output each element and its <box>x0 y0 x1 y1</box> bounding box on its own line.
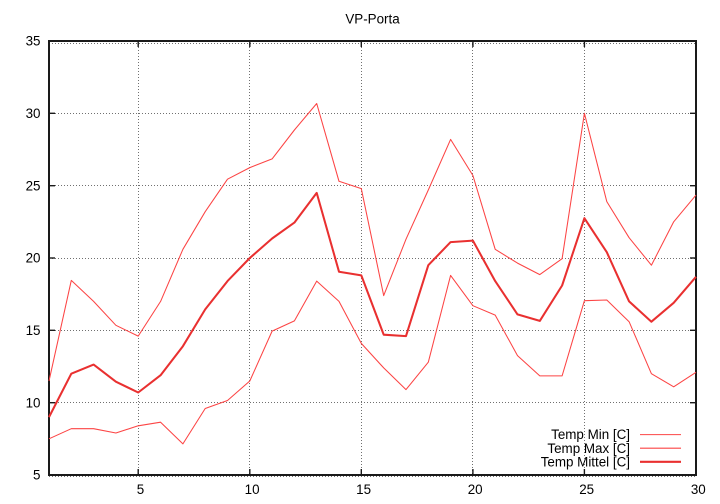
svg-text:20: 20 <box>26 251 41 266</box>
svg-text:15: 15 <box>26 323 41 338</box>
svg-text:20: 20 <box>468 482 483 497</box>
svg-text:Temp Min [C]: Temp Min [C] <box>551 427 630 442</box>
svg-text:15: 15 <box>356 482 371 497</box>
svg-text:10: 10 <box>245 482 260 497</box>
svg-text:35: 35 <box>26 34 41 49</box>
svg-text:Temp Mittel [C]: Temp Mittel [C] <box>541 454 630 469</box>
svg-text:VP-Porta: VP-Porta <box>345 12 400 27</box>
svg-text:Temp Max [C]: Temp Max [C] <box>547 441 630 456</box>
svg-text:10: 10 <box>26 395 41 410</box>
svg-text:5: 5 <box>33 468 40 483</box>
svg-text:30: 30 <box>26 106 41 121</box>
svg-text:5: 5 <box>137 482 144 497</box>
svg-text:30: 30 <box>691 482 706 497</box>
svg-text:25: 25 <box>26 178 41 193</box>
svg-text:25: 25 <box>579 482 594 497</box>
